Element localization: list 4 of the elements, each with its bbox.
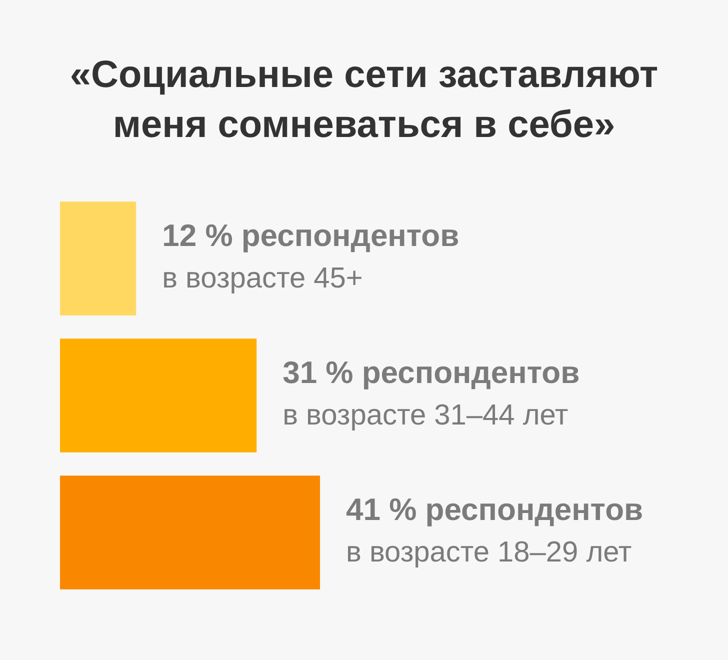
chart-title: «Социальные сети заставляют меня сомневаться в себе» (68, 53, 660, 148)
data-label: 12 % респондентов в возрасте 45+ (162, 218, 460, 294)
data-label: 41 % респондентов в возрасте 18–29 лет (346, 492, 644, 568)
data-label: 31 % респондентов в возрасте 31–44 лет (282, 355, 580, 432)
